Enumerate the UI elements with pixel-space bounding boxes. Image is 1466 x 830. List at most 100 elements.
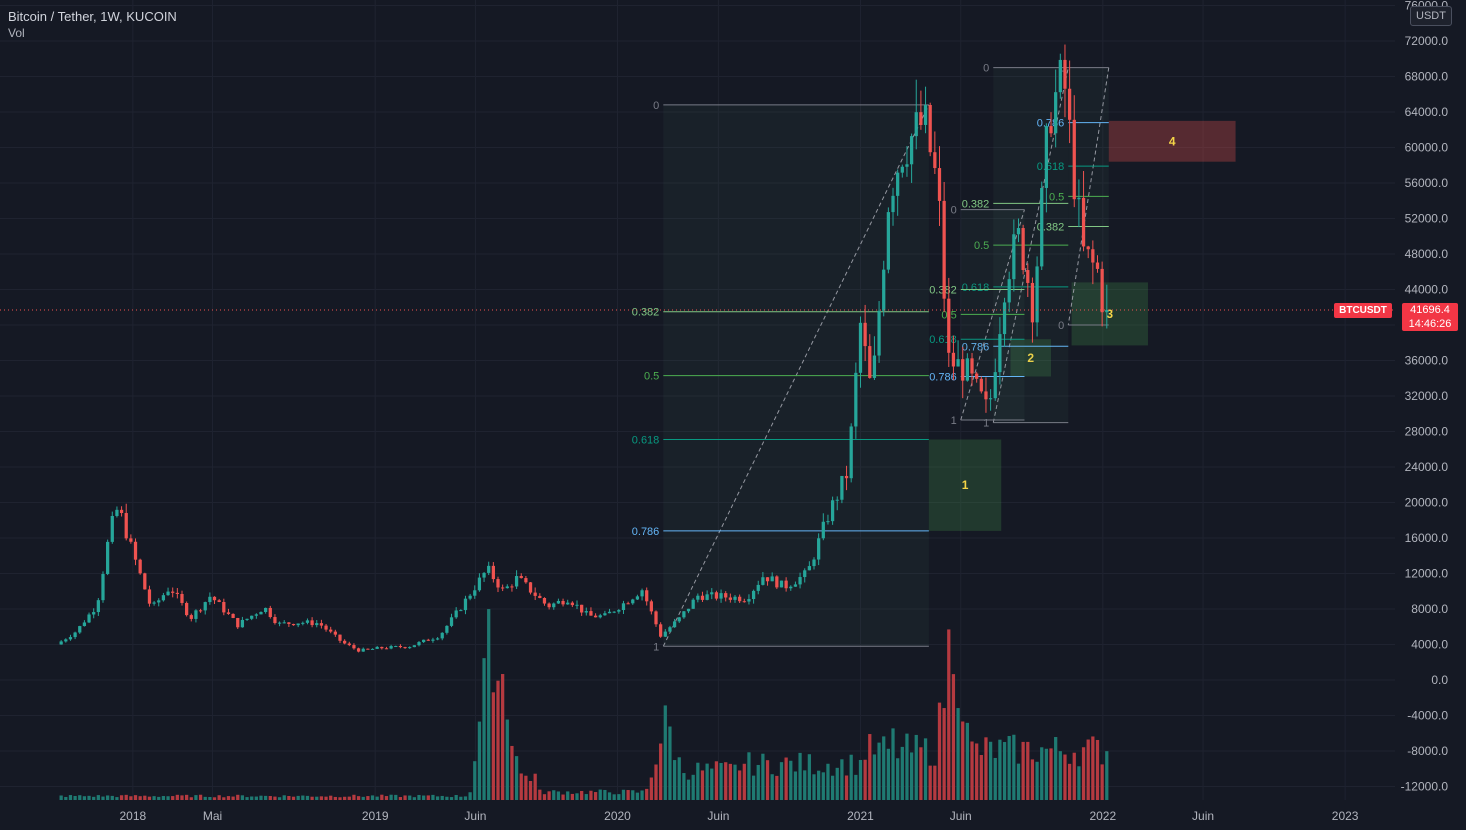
candle-body	[659, 624, 663, 637]
volume-bar	[119, 795, 124, 800]
volume-bar	[947, 629, 951, 800]
candle-body	[208, 596, 212, 603]
candle-body	[789, 586, 793, 589]
x-tick-label: Juin	[950, 809, 972, 823]
candle-body	[765, 577, 770, 582]
volume-bar	[998, 739, 1002, 800]
candle-body	[993, 372, 997, 399]
volume-bar	[208, 797, 212, 800]
volume-bar	[347, 796, 351, 800]
candle-body	[514, 575, 519, 587]
candle-body	[459, 610, 463, 612]
volume-bar	[231, 796, 235, 800]
volume-bar	[542, 794, 547, 800]
x-tick-label: 2019	[362, 809, 389, 823]
volume-bar	[245, 797, 249, 800]
candle-body	[398, 646, 403, 648]
volume-bar	[691, 774, 695, 800]
volume-bar	[282, 795, 286, 800]
volume-bar	[203, 796, 207, 800]
volume-bar	[157, 796, 161, 800]
fib-level-label: 1	[951, 415, 957, 427]
candle-body	[180, 593, 184, 603]
volume-bar	[296, 795, 300, 800]
candle-body	[106, 541, 110, 575]
candle-body	[343, 640, 347, 644]
volume-bar	[431, 794, 435, 800]
candle-body	[477, 577, 482, 591]
candle-body	[975, 373, 979, 379]
volume-bar	[445, 796, 449, 800]
volume-bar	[277, 797, 282, 800]
candle-body	[863, 322, 867, 347]
volume-bar	[528, 781, 533, 800]
volume-bar	[868, 734, 872, 800]
candle-body	[259, 612, 263, 615]
volume-bar	[1081, 747, 1086, 800]
volume-bar	[575, 793, 579, 800]
volume-bar	[250, 796, 254, 800]
candle-body	[733, 596, 737, 600]
candle-body	[203, 602, 207, 611]
candle-body	[840, 475, 844, 500]
candle-body	[914, 112, 918, 137]
volume-bar	[1012, 734, 1016, 800]
volume-bar	[1054, 737, 1058, 800]
volume-bar	[872, 754, 877, 800]
volume-bar	[268, 796, 272, 800]
candle-body	[1026, 270, 1030, 283]
candle-body	[951, 352, 956, 367]
candle-body	[115, 509, 119, 516]
candle-body	[338, 634, 342, 641]
volume-bar	[147, 796, 152, 800]
volume-bar	[779, 762, 784, 800]
candle-body	[505, 586, 509, 589]
volume-bar	[491, 692, 495, 800]
volume-bar	[185, 794, 189, 800]
candle-body	[705, 594, 709, 600]
fib-level-label: 1	[983, 418, 989, 430]
y-tick-label: 28000.0	[1405, 425, 1449, 439]
candle-body	[119, 509, 124, 514]
candle-body	[491, 565, 495, 580]
candle-body	[1012, 234, 1016, 280]
candle-body	[742, 601, 746, 603]
volume-bar	[970, 741, 974, 800]
volume-bar	[817, 770, 821, 800]
fib-level-label: 0.786	[632, 526, 660, 538]
candle-body	[352, 645, 356, 649]
y-axis-panel	[1395, 0, 1466, 830]
candle-body	[319, 623, 324, 626]
volume-bar	[143, 795, 147, 800]
volume-bar	[138, 796, 142, 800]
volume-bar	[124, 794, 128, 800]
volume-bar	[133, 795, 138, 800]
volume-bar	[923, 738, 928, 800]
y-tick-label: 4000.0	[1411, 638, 1448, 652]
candle-body	[524, 578, 528, 583]
candle-body	[138, 559, 142, 574]
candle-body	[738, 596, 742, 602]
volume-bar	[561, 794, 565, 800]
fib-level-label: 0.786	[1037, 118, 1065, 130]
volume-bar	[1091, 736, 1095, 800]
volume-bar	[1067, 763, 1072, 800]
candle-body	[817, 538, 821, 560]
volume-bar	[812, 774, 816, 800]
candle-body	[87, 614, 91, 623]
volume-bar	[426, 795, 430, 800]
volume-bar	[524, 775, 528, 800]
y-tick-label: 20000.0	[1405, 496, 1449, 510]
volume-bar	[380, 794, 384, 800]
volume-bar	[533, 773, 537, 800]
y-tick-label: 64000.0	[1405, 105, 1449, 119]
currency-button[interactable]: USDT	[1410, 6, 1452, 26]
volume-bar	[463, 796, 468, 800]
fib-level-label: 0	[1058, 320, 1064, 332]
candle-body	[700, 595, 705, 600]
volume-bar	[635, 792, 640, 800]
volume-bar	[1072, 752, 1076, 800]
volume-bar	[840, 759, 844, 800]
candle-body	[110, 515, 114, 542]
